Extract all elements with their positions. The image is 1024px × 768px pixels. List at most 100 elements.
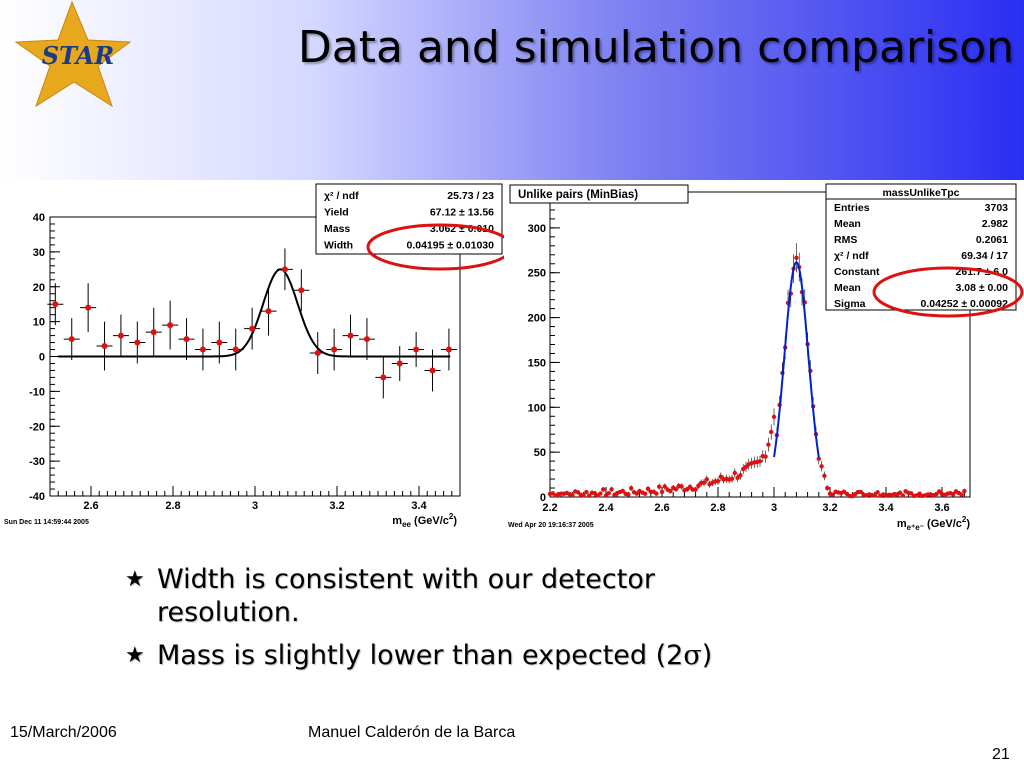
- data-point: [445, 346, 452, 353]
- data-point: [265, 308, 272, 315]
- sigma-symbol: σ: [683, 640, 702, 671]
- stats-value: 0.2061: [976, 234, 1008, 246]
- x-tick-label: 3.2: [822, 502, 837, 514]
- highlight-circle: [366, 223, 504, 271]
- x-tick-label: 2.6: [654, 502, 669, 514]
- star-logo: STAR: [14, 0, 132, 108]
- data-point: [769, 429, 774, 435]
- data-point: [643, 491, 648, 496]
- stats-label: Entries: [834, 202, 870, 214]
- page-title: Data and simulation comparison: [297, 22, 1014, 73]
- data-point: [679, 484, 684, 489]
- data-point: [601, 487, 606, 492]
- bullet-item: ★ Width is consistent with our detector …: [125, 563, 825, 629]
- x-tick-label: 3.4: [878, 502, 894, 514]
- x-tick-label: 2.6: [83, 500, 98, 512]
- timestamp: Sun Dec 11 14:59:44 2005: [4, 519, 89, 526]
- data-point: [347, 332, 354, 339]
- data-point: [732, 470, 737, 476]
- stats-value: 0.04252 ± 0.00092: [920, 298, 1008, 310]
- y-tick-label: 40: [33, 212, 45, 224]
- stats-label: Sigma: [834, 298, 866, 310]
- data-point: [587, 493, 592, 498]
- y-tick-label: -10: [29, 386, 45, 398]
- data-point: [101, 343, 108, 350]
- y-tick-label: -20: [29, 421, 45, 433]
- data-point: [232, 346, 239, 353]
- data-point: [687, 484, 693, 490]
- data-point: [85, 304, 92, 311]
- stats-value: 67.12 ± 13.56: [430, 207, 494, 219]
- x-tick-label: 2.2: [542, 502, 557, 514]
- y-tick-label: 20: [33, 282, 45, 294]
- chart-title-box: [509, 184, 689, 204]
- data-point: [819, 464, 824, 469]
- stats-label: Yield: [324, 207, 349, 219]
- data-point: [634, 491, 639, 496]
- data-point: [380, 374, 387, 381]
- x-tick-label: 3.4: [411, 500, 427, 512]
- fit-curve: [773, 261, 820, 458]
- stats-label: Mass: [324, 223, 350, 235]
- data-point: [729, 476, 735, 482]
- data-point: [830, 492, 835, 497]
- star-bullet-icon: ★: [125, 643, 145, 668]
- data-point: [763, 454, 768, 459]
- data-point: [134, 339, 141, 346]
- data-point: [117, 332, 124, 339]
- y-tick-label: 150: [528, 357, 546, 369]
- data-point: [934, 491, 939, 497]
- y-tick-label: 200: [528, 313, 546, 325]
- data-point: [673, 486, 679, 492]
- bullet-item: ★ Mass is slightly lower than expected (…: [125, 639, 825, 672]
- highlight-circle: [872, 266, 1024, 318]
- data-point: [314, 350, 321, 357]
- data-point: [951, 492, 956, 497]
- x-tick-label: 2.8: [165, 500, 180, 512]
- data-point: [701, 480, 707, 485]
- data-point: [715, 479, 721, 484]
- data-point: [657, 484, 662, 489]
- y-tick-label: 100: [528, 402, 546, 414]
- y-tick-label: 0: [39, 352, 45, 364]
- data-point: [609, 487, 614, 492]
- data-point: [216, 339, 223, 346]
- data-point: [363, 336, 370, 343]
- star-logo-shape: [14, 0, 132, 108]
- x-axis-label: me⁺e⁻ (GeV/c2): [897, 515, 970, 532]
- data-point: [150, 329, 157, 336]
- data-point: [298, 287, 305, 294]
- y-tick-label: 250: [528, 268, 546, 280]
- data-point: [68, 336, 75, 343]
- data-point: [738, 473, 743, 478]
- data-point: [167, 322, 174, 329]
- data-point: [897, 490, 903, 495]
- data-point: [875, 490, 880, 495]
- y-tick-label: 30: [33, 247, 45, 259]
- stats-value: 25.73 / 23: [447, 190, 494, 202]
- footer-author: Manuel Calderón de la Barca: [308, 724, 516, 741]
- data-point: [858, 489, 863, 495]
- y-tick-label: -30: [29, 456, 45, 468]
- stats-label: Mean: [834, 218, 861, 230]
- data-point: [959, 492, 964, 497]
- x-tick-label: 2.4: [598, 502, 614, 514]
- data-point: [757, 459, 763, 464]
- data-point: [693, 487, 698, 492]
- data-point: [429, 367, 436, 374]
- y-tick-label: 300: [528, 223, 546, 235]
- title-banner: [0, 0, 1024, 180]
- data-point: [900, 493, 905, 498]
- data-point: [396, 360, 403, 367]
- stats-box: [825, 183, 1017, 311]
- data-point: [620, 488, 625, 494]
- stats-box: [315, 183, 503, 255]
- data-point: [668, 488, 673, 494]
- x-tick-label: 3.2: [329, 500, 344, 512]
- data-point: [696, 483, 701, 489]
- footer-date: 15/March/2006: [10, 724, 117, 741]
- data-point: [645, 486, 651, 491]
- stats-label: RMS: [834, 234, 857, 246]
- star-logo-text: STAR: [42, 41, 114, 70]
